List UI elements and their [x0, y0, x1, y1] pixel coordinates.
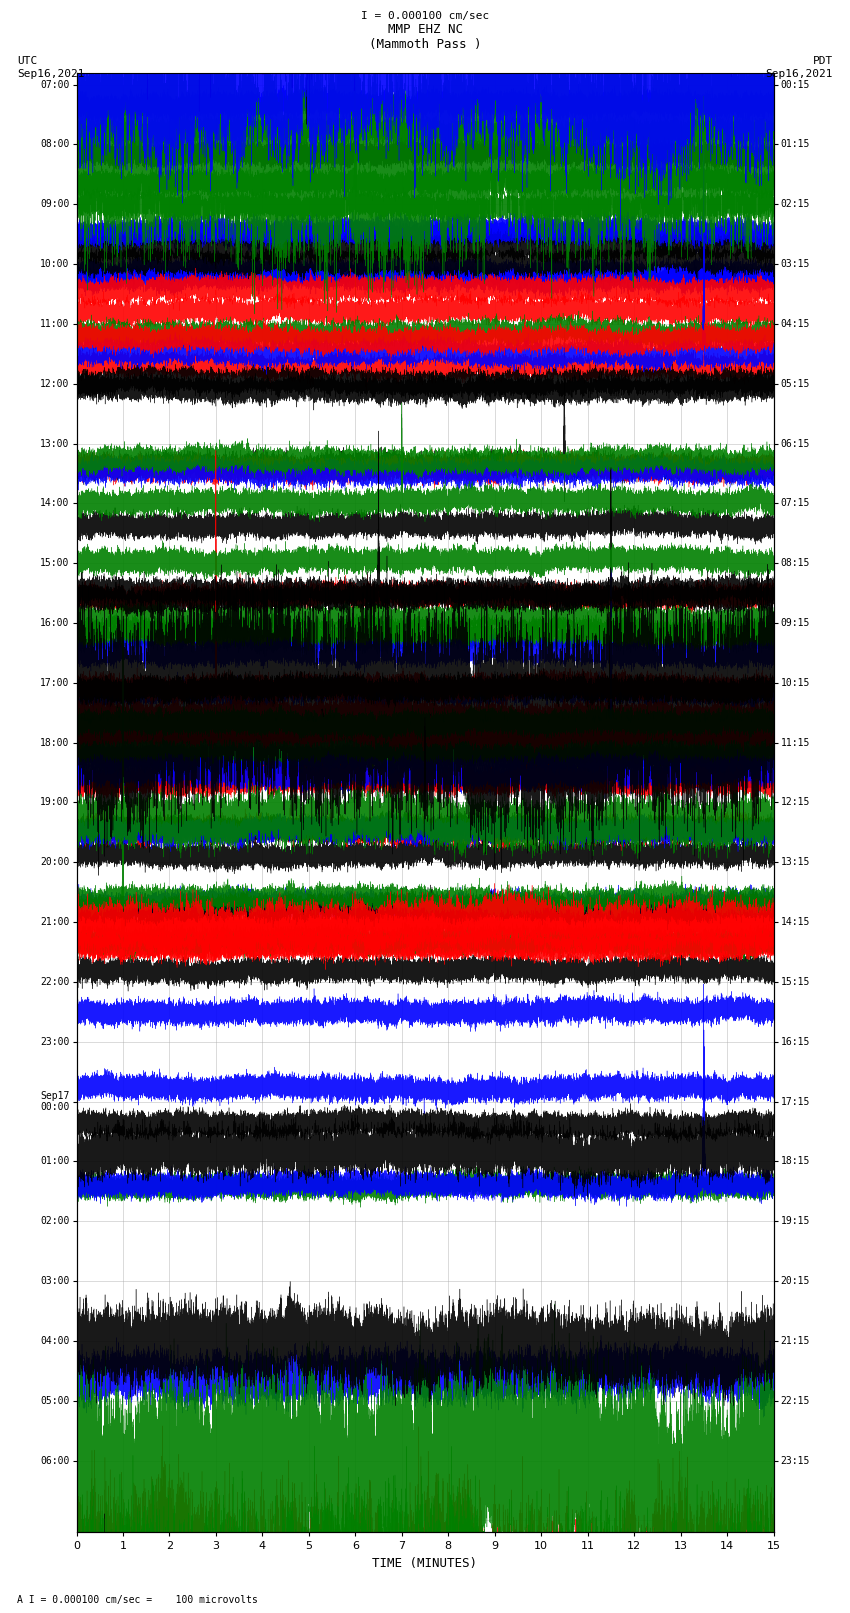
- Text: Sep16,2021: Sep16,2021: [17, 69, 84, 79]
- X-axis label: TIME (MINUTES): TIME (MINUTES): [372, 1557, 478, 1569]
- Text: Sep16,2021: Sep16,2021: [766, 69, 833, 79]
- Text: I = 0.000100 cm/sec: I = 0.000100 cm/sec: [361, 11, 489, 21]
- Text: A I = 0.000100 cm/sec =    100 microvolts: A I = 0.000100 cm/sec = 100 microvolts: [17, 1595, 258, 1605]
- Text: PDT: PDT: [813, 56, 833, 66]
- Title: MMP EHZ NC
(Mammoth Pass ): MMP EHZ NC (Mammoth Pass ): [369, 23, 481, 50]
- Text: UTC: UTC: [17, 56, 37, 66]
